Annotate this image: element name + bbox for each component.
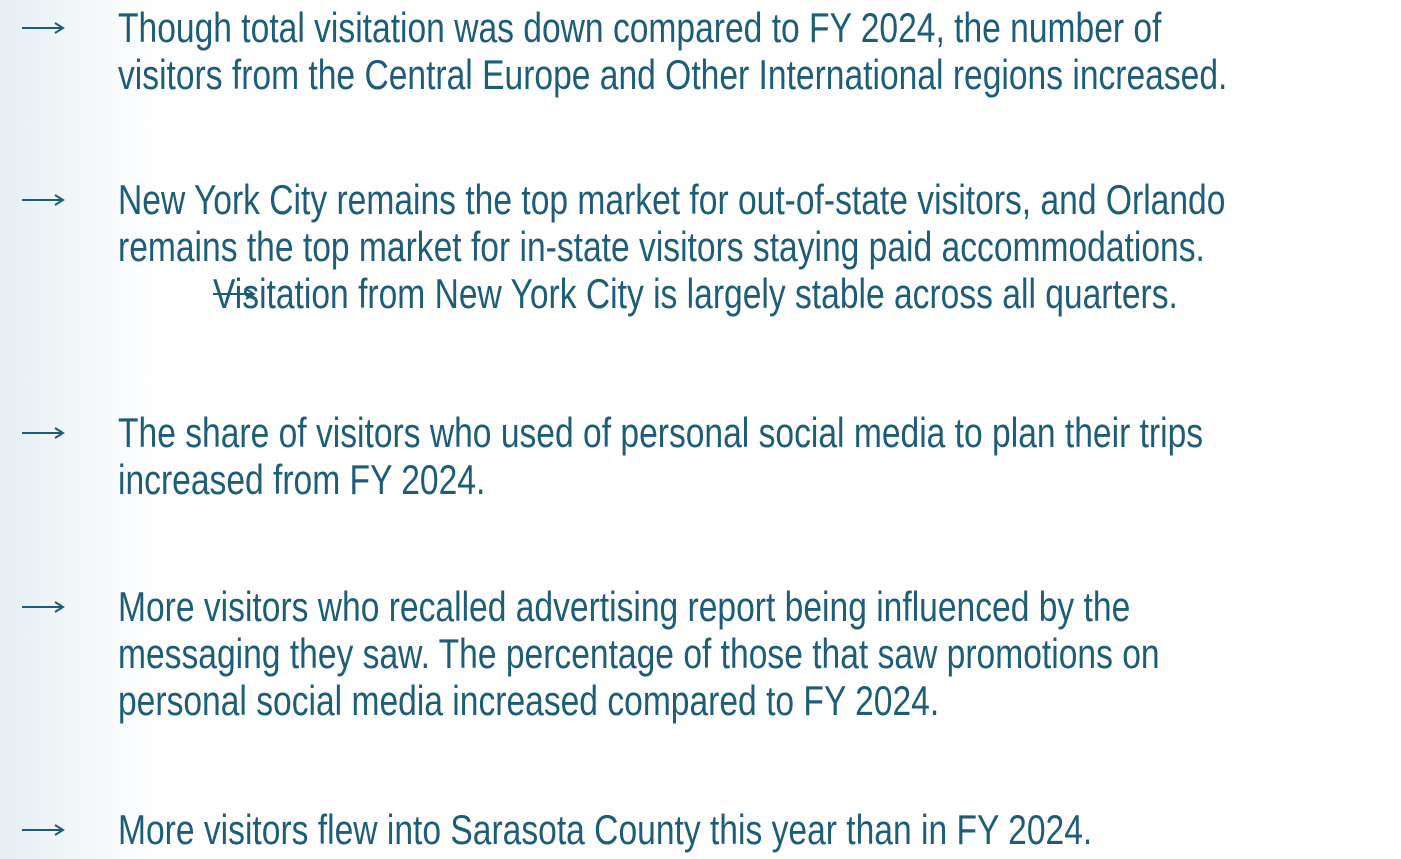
bullet-text: More visitors flew into Sarasota County … [118,806,1093,853]
bullet-text: increased from FY 2024. [118,456,486,503]
bullet-text: Visitation from New York City is largely… [213,270,1178,317]
bullet-text: The share of visitors who used of person… [118,409,1204,456]
bullet-text: visitors from the Central Europe and Oth… [118,51,1228,98]
bullet-arrow [22,194,65,206]
bullet-arrow [213,288,256,300]
bullet-arrow [22,427,65,439]
bullet-text: remains the top market for in-state visi… [118,223,1205,270]
bullet-text: messaging they saw. The percentage of th… [118,630,1160,677]
bullet-arrow [22,601,65,613]
bullet-arrow [22,824,65,836]
bullet-text: Though total visitation was down compare… [118,4,1162,51]
bullet-arrow [22,22,65,34]
bullet-text: More visitors who recalled advertising r… [118,583,1131,630]
bullet-text: New York City remains the top market for… [118,176,1226,223]
bullet-text: personal social media increased compared… [118,677,940,724]
